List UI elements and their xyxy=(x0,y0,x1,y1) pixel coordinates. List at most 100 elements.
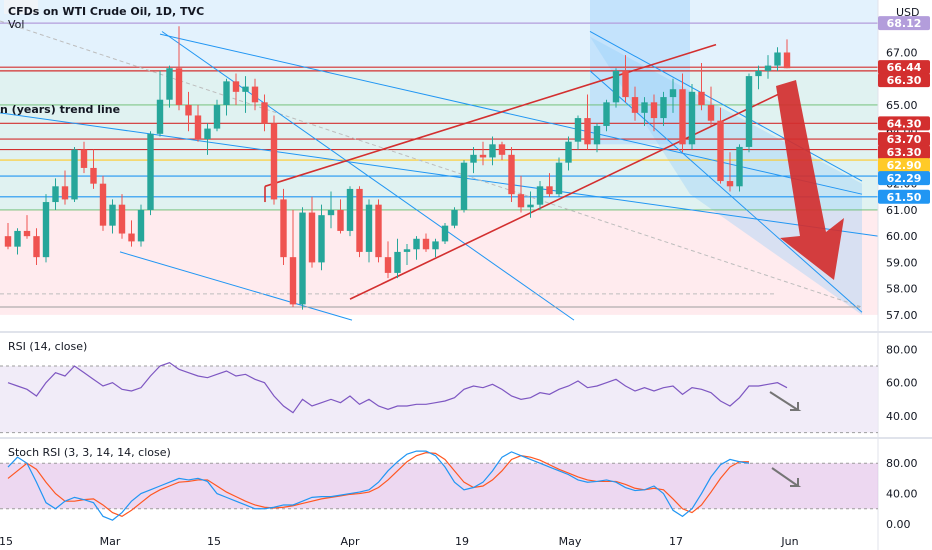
candle-body xyxy=(565,141,572,163)
level-badge-label: 68.12 xyxy=(887,17,922,30)
candle-body xyxy=(52,186,59,203)
x-tick-label: 19 xyxy=(455,535,469,548)
candle-body xyxy=(470,154,477,163)
symbol-icon-bg xyxy=(4,0,38,14)
candle-body xyxy=(593,125,601,145)
candle-body xyxy=(4,236,12,247)
y-tick-label: 65.00 xyxy=(886,99,918,112)
candle-body xyxy=(688,91,696,145)
channel-upper-line xyxy=(589,31,863,182)
rsi-y-tick: 40.00 xyxy=(886,410,918,423)
x-tick-label: 15 xyxy=(207,535,221,548)
candle-body xyxy=(517,194,525,208)
candle-body xyxy=(489,144,496,158)
rsi-line xyxy=(7,361,788,414)
candle-body xyxy=(137,209,145,242)
rsi-title: RSI (14, close) xyxy=(8,340,87,353)
stoch-y-tick: 40.00 xyxy=(886,488,918,501)
candle-body xyxy=(698,91,705,105)
candle-body xyxy=(384,257,392,273)
candle-body xyxy=(270,123,278,200)
stoch-down-arrow xyxy=(771,467,802,487)
candle-body xyxy=(318,215,325,263)
x-tick-label: 17 xyxy=(669,535,683,548)
candle-body xyxy=(223,81,230,105)
level-badge-label: 66.30 xyxy=(887,74,922,87)
y-tick-label: 58.00 xyxy=(886,283,918,296)
candle-body xyxy=(42,202,50,258)
level-badge-label: 61.50 xyxy=(887,191,922,204)
candle-body xyxy=(508,154,515,195)
level-badge xyxy=(878,16,930,31)
currency-label: USD xyxy=(896,6,920,19)
level-badge-label: 66.44 xyxy=(887,61,922,74)
candle-body xyxy=(175,68,183,105)
stoch-y-tick: 80.00 xyxy=(886,457,918,470)
level-badge-label: 63.30 xyxy=(887,146,922,159)
stoch-band xyxy=(0,463,878,509)
candle-body xyxy=(118,204,126,234)
candle-body xyxy=(327,209,335,216)
blue-fan-line xyxy=(161,31,575,321)
candle-body xyxy=(261,102,268,124)
level-badge xyxy=(878,171,930,186)
candle-body xyxy=(156,99,164,134)
candle-body xyxy=(232,81,240,92)
trend-line-label: n (years) trend line xyxy=(0,103,120,116)
candle-body xyxy=(660,97,667,119)
y-tick-label: 61.00 xyxy=(886,204,918,217)
y-tick-label: 57.00 xyxy=(886,309,918,322)
rsi-y-tick: 60.00 xyxy=(886,377,918,390)
long-trend-line xyxy=(0,112,879,237)
candle-body xyxy=(99,183,107,226)
stoch-d-line xyxy=(7,452,749,518)
x-tick-label: Mar xyxy=(100,535,121,548)
candle-body xyxy=(23,230,31,237)
level-badge xyxy=(878,189,930,204)
level-badge xyxy=(878,73,930,88)
level-badge xyxy=(878,60,930,75)
candle-body xyxy=(707,104,715,121)
stoch-y-tick: 0.00 xyxy=(886,518,911,531)
level-badge xyxy=(878,132,930,147)
level-badge-label: 64.30 xyxy=(887,117,922,130)
rsi-down-arrow xyxy=(769,391,802,411)
candle-body xyxy=(498,144,506,155)
candle-body xyxy=(33,236,40,258)
candle-body xyxy=(783,52,791,69)
level-badge xyxy=(878,158,930,173)
y-tick-label: 59.00 xyxy=(886,256,918,269)
candle-body xyxy=(527,204,534,208)
candle-body xyxy=(289,257,297,305)
candle-body xyxy=(251,86,259,103)
stoch-k-line xyxy=(7,450,750,521)
stoch-title: Stoch RSI (3, 3, 14, 14, close) xyxy=(8,446,171,459)
candle-body xyxy=(90,167,97,184)
candles-group xyxy=(4,26,791,310)
candle-body xyxy=(308,212,316,263)
candle-body xyxy=(413,238,420,250)
candle-body xyxy=(109,204,116,226)
candle-body xyxy=(346,188,354,231)
candle-body xyxy=(679,89,686,145)
candle-body xyxy=(422,238,430,250)
candle-body xyxy=(375,204,382,258)
candle-body xyxy=(612,70,620,103)
candle-body xyxy=(185,104,192,116)
candle-body xyxy=(166,68,173,100)
dashed-trend-line xyxy=(0,20,863,308)
zone-red xyxy=(0,209,878,315)
candle-body xyxy=(736,146,743,187)
y-tick-label: 60.00 xyxy=(886,230,918,243)
candle-body xyxy=(61,186,69,200)
candle-body xyxy=(204,128,211,140)
candle-body xyxy=(147,133,154,210)
candle-body xyxy=(555,162,563,195)
candle-body xyxy=(622,70,629,98)
y-tick-label: 67.00 xyxy=(886,46,918,59)
x-tick-label: Apr xyxy=(340,535,360,548)
candle-body xyxy=(460,162,468,210)
candle-body xyxy=(669,89,677,98)
candle-body xyxy=(337,209,344,231)
